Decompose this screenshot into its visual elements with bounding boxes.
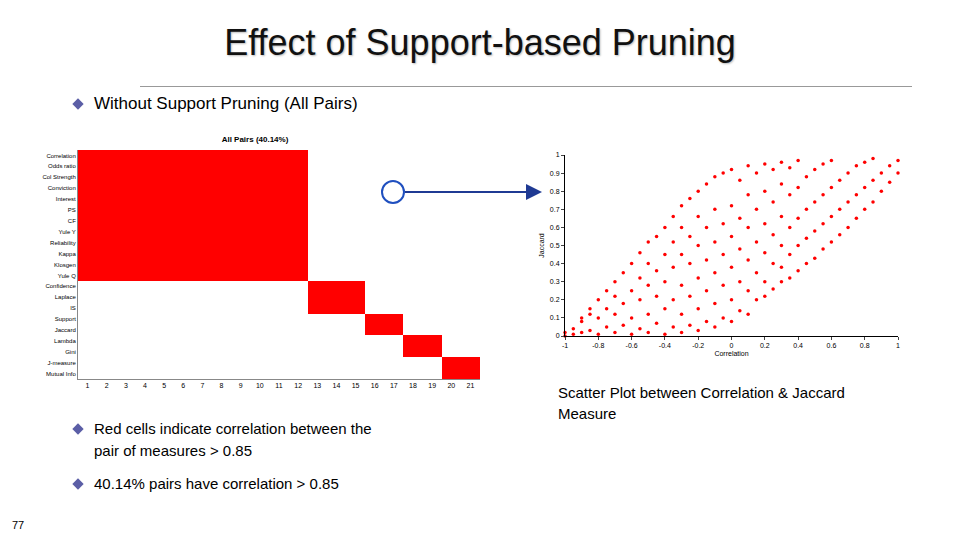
html-text:77: 77: [12, 519, 25, 531]
svg-text:14: 14: [333, 382, 341, 389]
svg-text:0.5: 0.5: [550, 242, 560, 249]
svg-text:0.3: 0.3: [550, 278, 560, 285]
svg-text:1: 1: [556, 151, 560, 158]
svg-text:J-measure: J-measure: [47, 360, 76, 366]
svg-text:Yule Q: Yule Q: [58, 273, 76, 279]
svg-text:-0.4: -0.4: [659, 342, 671, 349]
svg-text:Col Strength: Col Strength: [42, 174, 75, 180]
svg-text:0.4: 0.4: [550, 260, 560, 267]
svg-text:0.2: 0.2: [760, 342, 770, 349]
svg-text:0.7: 0.7: [550, 206, 560, 213]
svg-text:13: 13: [313, 382, 321, 389]
svg-text:Kappa: Kappa: [58, 251, 76, 257]
svg-text:12: 12: [294, 382, 302, 389]
svg-text:0.8: 0.8: [550, 188, 560, 195]
svg-text:8: 8: [220, 382, 224, 389]
svg-text:18: 18: [409, 382, 417, 389]
svg-text:Jaccard: Jaccard: [538, 233, 545, 258]
svg-text:20: 20: [447, 382, 455, 389]
svg-text:Gini: Gini: [65, 349, 76, 355]
svg-text:0.8: 0.8: [860, 342, 870, 349]
svg-text:15: 15: [352, 382, 360, 389]
html-text:Red cells indicate correlation: Red cells indicate correlation between t…: [94, 420, 372, 459]
svg-text:PS: PS: [68, 207, 76, 213]
svg-text:Conviction: Conviction: [48, 185, 76, 191]
svg-text:1: 1: [896, 342, 900, 349]
svg-text:1: 1: [86, 382, 90, 389]
svg-text:-1: -1: [562, 342, 568, 349]
svg-text:Reliability: Reliability: [50, 240, 76, 246]
svg-text:0.2: 0.2: [550, 296, 560, 303]
svg-text:-0.8: -0.8: [592, 342, 604, 349]
svg-text:Interest: Interest: [56, 196, 76, 202]
svg-text:Correlation: Correlation: [46, 153, 75, 159]
svg-text:0: 0: [556, 332, 560, 339]
svg-text:5: 5: [162, 382, 166, 389]
svg-text:Klosgen: Klosgen: [54, 262, 76, 268]
svg-text:17: 17: [390, 382, 398, 389]
svg-text:-0.2: -0.2: [692, 342, 704, 349]
svg-text:0.4: 0.4: [793, 342, 803, 349]
svg-text:Yule Y: Yule Y: [59, 229, 76, 235]
svg-text:Lambda: Lambda: [54, 338, 76, 344]
svg-text:4: 4: [143, 382, 147, 389]
svg-text:IS: IS: [70, 305, 76, 311]
svg-text:0.6: 0.6: [827, 342, 837, 349]
html-text:Without Support Pruning (All P: Without Support Pruning (All Pairs): [94, 94, 358, 113]
svg-text:0.6: 0.6: [550, 224, 560, 231]
svg-text:19: 19: [428, 382, 436, 389]
svg-text:Laplace: Laplace: [55, 294, 77, 300]
svg-text:21: 21: [467, 382, 475, 389]
svg-text:Confidence: Confidence: [45, 283, 76, 289]
svg-text:10: 10: [256, 382, 264, 389]
svg-text:All Pairs (40.14%): All Pairs (40.14%): [222, 135, 289, 144]
svg-text:11: 11: [275, 382, 282, 389]
svg-text:0: 0: [730, 342, 734, 349]
svg-text:3: 3: [124, 382, 128, 389]
svg-text:2: 2: [105, 382, 109, 389]
svg-text:Correlation: Correlation: [714, 350, 748, 357]
svg-text:-0.6: -0.6: [626, 342, 638, 349]
svg-text:CF: CF: [68, 218, 76, 224]
svg-text:7: 7: [200, 382, 204, 389]
html-text:40.14% pairs have correlation: 40.14% pairs have correlation > 0.85: [94, 475, 339, 492]
svg-text:Jaccard: Jaccard: [55, 327, 76, 333]
html-text:Effect of Support-based Prunin: Effect of Support-based Pruning: [224, 22, 736, 63]
svg-text:0.9: 0.9: [550, 170, 560, 177]
svg-text:16: 16: [371, 382, 379, 389]
svg-text:Odds ratio: Odds ratio: [48, 163, 76, 169]
svg-text:Support: Support: [55, 316, 76, 322]
svg-text:0.1: 0.1: [550, 314, 560, 321]
html-text:Scatter Plot between Correlati: Scatter Plot between Correlation & Jacca…: [558, 384, 845, 422]
svg-text:9: 9: [239, 382, 243, 389]
svg-text:Mutual Info: Mutual Info: [46, 371, 76, 377]
svg-text:6: 6: [181, 382, 185, 389]
